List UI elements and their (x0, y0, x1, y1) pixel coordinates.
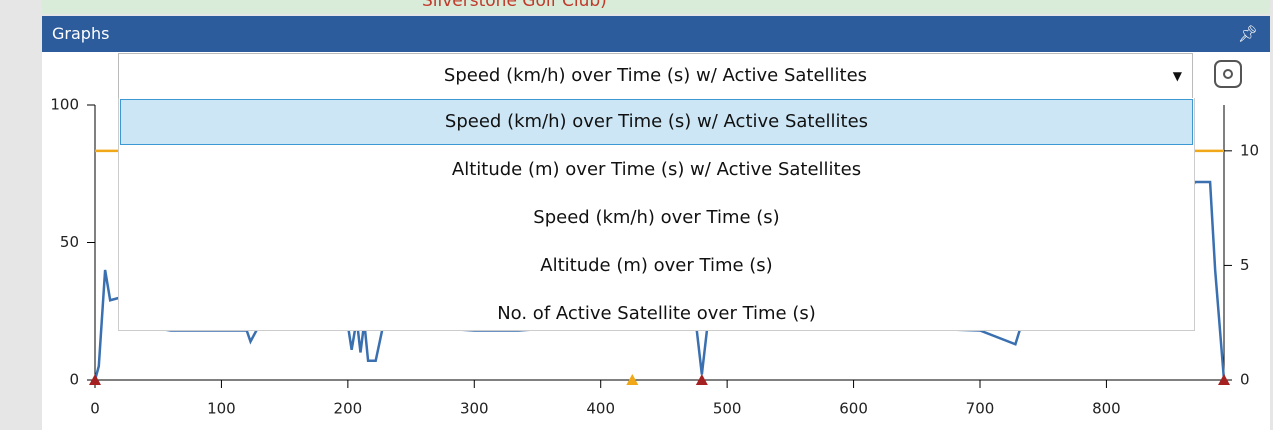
map: Silverstone Golf Club) (42, 0, 1270, 14)
x-tick-label: 500 (713, 400, 742, 418)
panel-header: Graphs 📌︎ (42, 16, 1270, 52)
y2-tick-label: 5 (1240, 256, 1250, 274)
y-tick-label: 50 (60, 233, 79, 251)
dropdown-selected: Speed (km/h) over Time (s) w/ Active Sat… (443, 65, 868, 86)
x-tick-label: 600 (839, 400, 868, 418)
event-marker (626, 374, 639, 385)
x-tick-label: 700 (966, 400, 995, 418)
y2-tick-label: 10 (1240, 141, 1259, 159)
event-marker (1218, 374, 1230, 385)
map-label: Silverstone Golf Club) (422, 0, 607, 11)
pin-icon[interactable]: 📌︎ (1237, 24, 1258, 43)
x-tick-label: 200 (334, 400, 363, 418)
dropdown-option[interactable]: Speed (km/h) over Time (s) w/ Active Sat… (120, 99, 1193, 145)
dropdown-option[interactable]: Altitude (m) over Time (s) w/ Active Sat… (451, 159, 862, 180)
dropdown-option[interactable]: Speed (km/h) over Time (s) (533, 207, 780, 228)
event-marker (89, 374, 101, 385)
dropdown-option[interactable]: Altitude (m) over Time (s) (540, 255, 773, 276)
screenshot-button[interactable] (1214, 60, 1242, 88)
dropdown-arrow[interactable]: ▼ (1172, 69, 1182, 83)
event-marker (695, 374, 708, 385)
y-tick-label: 100 (50, 96, 79, 114)
x-tick-label: 100 (207, 400, 236, 418)
x-tick-label: 400 (586, 400, 615, 418)
panel-title: Graphs (52, 24, 110, 43)
x-tick-label: 300 (460, 400, 489, 418)
graphs-panel: Graphs 📌︎ 0 100 200 300 400 500 600 700 800 0 50 100… (42, 16, 1270, 430)
dropdown-list: Speed (km/h) over Time (s) w/ Active Sat… (118, 98, 1195, 331)
x-tick-label: 0 (90, 400, 100, 418)
x-tick-label: 800 (1092, 400, 1121, 418)
dropdown-option[interactable]: No. of Active Satellite over Time (s) (497, 303, 816, 324)
y-tick-label: 0 (69, 371, 79, 389)
y2-tick-label: 0 (1240, 371, 1250, 389)
graph-dropdown[interactable]: Speed (km/h) over Time (s) w/ Active Sat… (118, 53, 1193, 99)
